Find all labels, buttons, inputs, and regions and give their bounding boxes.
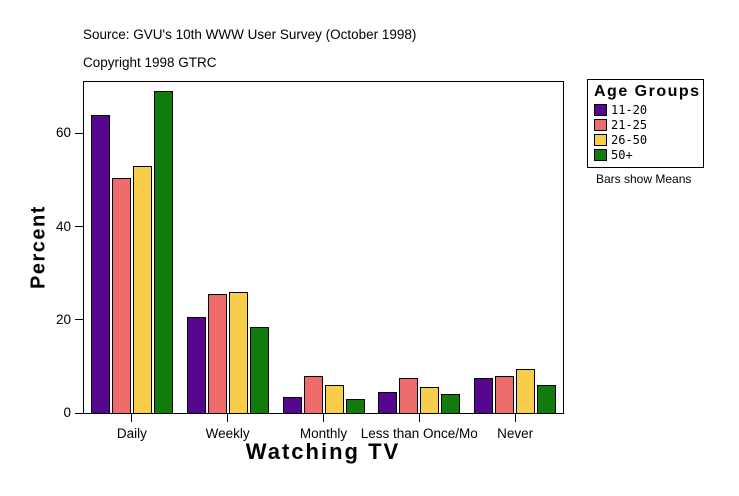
legend-entry-26-50: 26-50: [594, 133, 698, 147]
x-axis-tick: [418, 414, 420, 422]
x-axis-tick-label: Monthly: [299, 426, 348, 441]
bar-monthly-11-20: [282, 396, 302, 413]
x-axis-tick: [323, 414, 324, 422]
legend-note: Bars show Means: [596, 172, 692, 186]
legend-entry-21-25: 21-25: [594, 118, 698, 132]
bar-weekly-26-50: [228, 291, 248, 413]
x-axis-tick-label: Never: [497, 426, 534, 441]
x-axis-tick: [227, 414, 229, 422]
bar-monthly-50: [345, 399, 365, 413]
legend-entry-50: 50+: [594, 148, 698, 162]
y-axis-tick-label: 20: [55, 311, 71, 327]
y-axis-tick: [75, 412, 83, 414]
legend-entries: 11-20 21-25 26-50 50+: [594, 103, 698, 162]
x-axis-tick: [514, 414, 516, 422]
x-axis-tick: [131, 414, 133, 422]
y-axis-tick: [75, 132, 83, 134]
y-axis-title: Percent: [27, 205, 50, 289]
bar-daily-50: [153, 91, 173, 413]
legend-swatch-21-25: [594, 119, 607, 131]
bar-never-11-20: [474, 378, 494, 413]
y-axis-tick-label: 60: [55, 125, 71, 141]
bar-monthly-21-25: [303, 375, 323, 413]
copyright-line: Copyright 1998 GTRC: [83, 55, 217, 70]
bar-weekly-11-20: [186, 317, 206, 413]
legend-entry-11-20: 11-20: [594, 103, 698, 117]
bar-never-26-50: [516, 368, 536, 413]
legend-title: Age Groups: [594, 83, 701, 100]
source-line: Source: GVU's 10th WWW User Survey (Octo…: [83, 27, 417, 42]
bar-daily-26-50: [132, 165, 152, 413]
bar-less-than-once-mo-11-20: [378, 392, 398, 413]
bar-daily-11-20: [90, 114, 110, 413]
bar-monthly-26-50: [324, 385, 344, 413]
x-axis-tick-label: Daily: [116, 426, 147, 441]
x-axis-tick-label: Weekly: [205, 426, 250, 441]
y-axis-tick-label: 0: [63, 405, 71, 420]
legend-label: 50+: [611, 147, 633, 162]
legend-box: Age Groups 11-20 21-25 26-50 50+: [587, 79, 704, 168]
chart-title: Watching TV: [245, 439, 401, 464]
legend-label: 21-25: [611, 117, 648, 132]
bar-daily-21-25: [111, 177, 131, 413]
plot-area: 0 20 40 60 Daily Weekly Monthly Less than Once/…: [56, 81, 564, 441]
bar-less-than-once-mo-50: [441, 394, 461, 413]
bar-never-21-25: [495, 375, 515, 413]
bar-weekly-21-25: [207, 294, 227, 413]
legend-swatch-26-50: [594, 134, 607, 146]
y-axis-tick: [75, 226, 83, 228]
bar-never-50: [537, 385, 557, 413]
y-axis-tick: [75, 319, 83, 321]
legend-swatch-11-20: [594, 104, 607, 116]
y-axis-tick-label: 40: [55, 218, 71, 234]
legend-label: 11-20: [611, 102, 648, 117]
bar-less-than-once-mo-21-25: [399, 378, 419, 413]
legend-label: 26-50: [611, 132, 648, 147]
bar-weekly-50: [249, 326, 269, 413]
x-axis-tick-label: Less than Once/Mo: [360, 426, 478, 441]
legend-swatch-50: [594, 149, 607, 161]
bar-less-than-once-mo-26-50: [420, 387, 440, 413]
